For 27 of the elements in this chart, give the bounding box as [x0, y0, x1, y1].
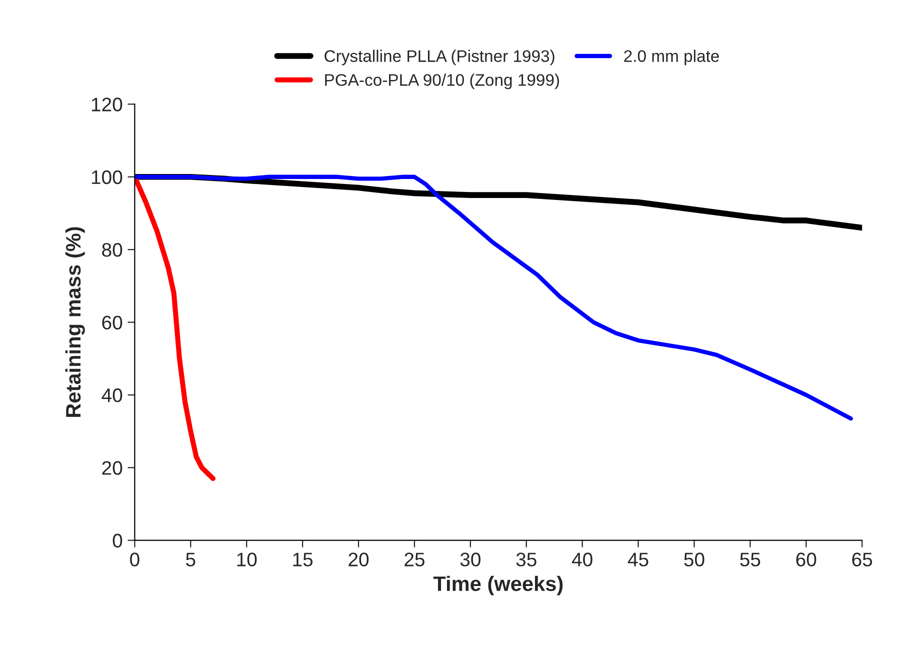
x-tick-label: 0 [130, 552, 140, 566]
y-tick-label: 80 [102, 243, 122, 257]
legend-label: Crystalline PLLA (Pistner 1993) [324, 50, 554, 66]
y-tick-label: 0 [112, 534, 122, 548]
x-tick-label: 5 [186, 552, 196, 566]
x-tick-label: 20 [348, 552, 369, 566]
x-axis-title: Time (weeks) [433, 576, 563, 596]
line-series [134, 174, 853, 421]
x-tick-label: 15 [293, 552, 313, 566]
y-tick-label: 60 [102, 316, 122, 330]
legend-label: 2.0 mm plate [624, 50, 719, 66]
legend-label: PGA-co-PLA 90/10 (Zong 1999) [325, 74, 559, 90]
y-tick-label: 120 [92, 98, 122, 112]
x-tick-label: 55 [740, 552, 760, 566]
x-tick-label: 60 [796, 552, 816, 566]
y-axis-title: Retaining mass (%) [65, 227, 85, 417]
x-tick-label: 65 [852, 552, 872, 566]
x-tick-label: 30 [460, 552, 480, 566]
x-tick-label: 40 [572, 552, 592, 566]
x-tick-label: 10 [237, 552, 257, 566]
x-tick-label: 25 [404, 552, 424, 566]
y-tick-label: 100 [92, 170, 122, 184]
x-tick-label: 50 [684, 552, 704, 566]
x-tick-label: 45 [628, 552, 648, 566]
y-tick-label: 40 [102, 388, 122, 402]
y-tick-label: 20 [102, 461, 122, 475]
x-tick-label: 35 [516, 552, 536, 566]
